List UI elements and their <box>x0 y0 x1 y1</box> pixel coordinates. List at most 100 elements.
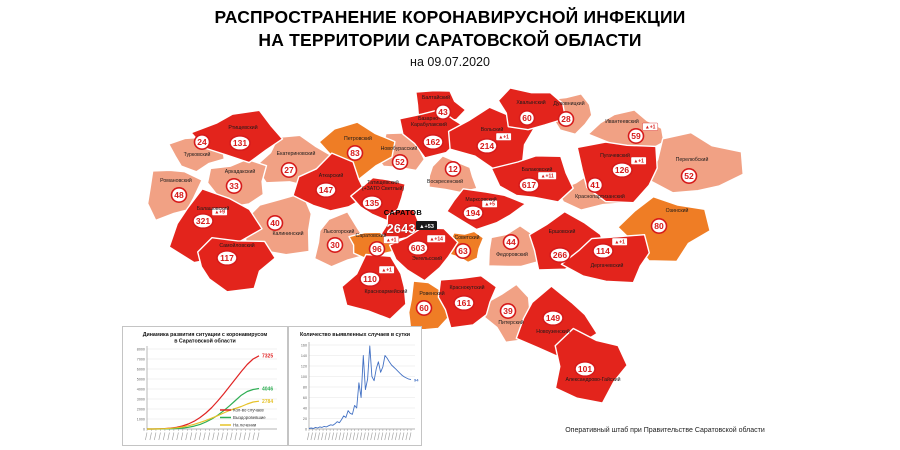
x-tick-label-mark <box>328 432 331 441</box>
district-name: Вольский <box>481 126 504 133</box>
page-title-line-2: НА ТЕРРИТОРИИ САРАТОВСКОЙ ОБЛАСТИ <box>258 30 642 51</box>
x-tick-label-mark <box>398 432 401 441</box>
delta-value: ▲+5 <box>484 202 495 208</box>
y-tick-label: 120 <box>301 364 307 368</box>
district-sovetsky: 63 Советский <box>454 234 480 260</box>
district-aleksandrovo-gaysky: 101 Александрово-Гайский <box>565 360 621 383</box>
district-rtishchevsky: 131 Ртищевский <box>228 124 258 152</box>
x-tick-label-mark <box>239 432 242 441</box>
y-tick-label: 0 <box>143 427 145 431</box>
district-ershovsky: 266 Ершовский <box>549 228 575 264</box>
x-tick-label-mark <box>317 432 320 441</box>
district-shape-marksovsky <box>446 188 527 231</box>
x-tick-label-mark <box>405 432 408 441</box>
district-name: Калининский <box>272 230 303 237</box>
x-tick-label-mark <box>395 432 398 441</box>
y-tick-label: 4000 <box>137 387 145 391</box>
district-value: 131 <box>233 138 247 148</box>
city-delta-value: ▲+53 <box>419 224 434 230</box>
y-tick-label: 80 <box>303 385 307 389</box>
delta-value: ▲+14 <box>429 237 443 243</box>
credit-line: Оперативный штаб при Правительстве Сарат… <box>565 427 765 434</box>
delta-badge <box>537 171 557 180</box>
value-bubble <box>193 134 211 151</box>
chart-daily-cases: Количество выявленных случаев в сутки 0 20… <box>288 326 422 446</box>
x-tick-label-mark <box>366 432 370 441</box>
y-tick-label: 20 <box>303 417 307 421</box>
district-novoburassky: 52 Новобурасский <box>381 145 417 171</box>
value-bubble <box>502 234 520 251</box>
district-pitersky: 39 Питерский <box>498 302 524 326</box>
district-value: 214 <box>480 141 494 151</box>
value-bubble <box>361 195 383 212</box>
district-name: Пугачевский <box>600 152 630 159</box>
district-value: 27 <box>284 165 294 175</box>
district-value: 48 <box>174 190 184 200</box>
x-tick-label-mark <box>194 432 197 441</box>
delta-badge <box>481 199 498 208</box>
x-tick-label-mark <box>207 432 211 441</box>
district-value: 96 <box>372 244 382 254</box>
district-value: 321 <box>196 216 210 226</box>
series-end-label: 4046 <box>262 386 273 392</box>
district-romanovsky: 48 Романовский <box>160 177 192 204</box>
x-tick-label-mark <box>335 432 338 441</box>
x-tick-label-mark <box>203 432 206 441</box>
series-line-Количество выявленных случаев в сутки <box>308 345 412 429</box>
district-name: Екатериновский <box>277 150 316 157</box>
district-value: 117 <box>220 253 234 263</box>
series-line-На лечении <box>147 400 260 430</box>
delta-value: ▲+1 <box>633 159 644 165</box>
value-bubble <box>592 243 614 260</box>
x-tick-label-mark <box>163 432 166 441</box>
district-volsky: 214 ▲+1 Вольский <box>476 126 512 155</box>
district-name: Красноармейский <box>365 288 408 295</box>
district-name: Лысогорский <box>324 228 355 235</box>
district-name: Балаковский <box>522 166 553 173</box>
value-bubble <box>518 177 540 194</box>
city-name: САРАТОВ <box>384 208 423 217</box>
district-name: (+ЗАТО Светлый) <box>362 185 404 192</box>
district-value: 83 <box>350 148 360 158</box>
y-tick-label: 60 <box>303 396 307 400</box>
district-value: 114 <box>596 246 610 256</box>
district-lysogorsky: 30 Лысогорский <box>324 228 355 254</box>
x-tick-label-mark <box>149 432 152 441</box>
x-tick-label-mark <box>356 432 359 441</box>
x-tick-label-mark <box>180 432 184 441</box>
district-name: Балтайский <box>422 94 450 101</box>
district-value: 40 <box>270 218 280 228</box>
value-bubble <box>192 213 214 230</box>
value-bubble <box>611 162 633 179</box>
district-value: 603 <box>411 243 425 253</box>
x-tick-label-mark <box>370 432 373 441</box>
district-engelssky: 603 ▲+14 Энгельсский <box>407 234 446 262</box>
x-tick-label-mark <box>349 432 352 441</box>
y-tick-label: 6000 <box>137 367 145 371</box>
district-value: 101 <box>578 364 592 374</box>
district-perelyubsky: 52 Перелюбский <box>676 156 708 185</box>
district-name: Александрово-Гайский <box>565 376 620 383</box>
district-krasnoarmeysky: 110 ▲+1 Красноармейский <box>359 265 408 295</box>
district-khvalynsky: 60 Хвалынский <box>516 99 546 127</box>
x-tick-label-mark <box>189 432 193 441</box>
x-tick-label-mark <box>345 432 348 441</box>
city-value: 2643 <box>387 221 416 236</box>
y-tick-label: 140 <box>301 354 307 358</box>
value-bubble <box>586 177 604 194</box>
district-shape-khvalynsky <box>497 87 567 131</box>
x-tick-label-mark <box>176 432 179 441</box>
value-bubble <box>326 237 344 254</box>
y-tick-label: 2000 <box>137 407 145 411</box>
value-bubble <box>454 243 472 260</box>
district-voskresensky: 12 Воскресенский <box>427 161 463 185</box>
district-name: Татищевский <box>367 179 399 186</box>
district-name: Романовский <box>160 177 192 184</box>
district-shape-krasnoarmeysky <box>341 253 407 320</box>
district-name: Советский <box>454 234 479 241</box>
district-arkadaksky: 33 Аркадакский <box>225 168 255 195</box>
